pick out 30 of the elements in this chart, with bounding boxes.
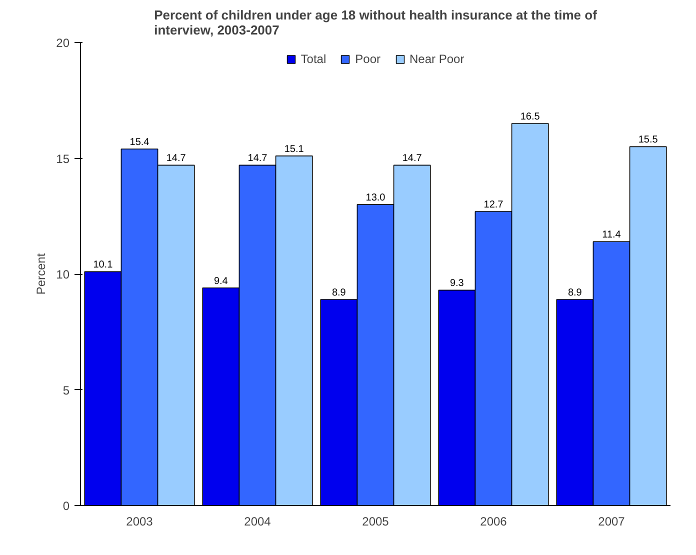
y-tick-label: 10: [56, 268, 70, 282]
y-tick-label: 0: [62, 499, 70, 513]
data-label: 8.9: [332, 287, 346, 298]
data-label: 11.4: [602, 230, 622, 241]
data-label: 14.7: [166, 153, 186, 164]
y-tick-label: 15: [56, 152, 70, 166]
legend-label: Poor: [355, 52, 381, 66]
data-label: 12.7: [484, 199, 504, 210]
data-label: 15.5: [638, 134, 658, 146]
y-tick-label: 20: [56, 36, 70, 50]
data-label: 15.1: [284, 144, 304, 155]
data-label: 14.7: [402, 153, 422, 164]
x-tick-label: 2006: [480, 514, 508, 528]
y-tick-label: 5: [62, 383, 70, 398]
x-tick-label: 2007: [598, 514, 626, 528]
data-label: 8.9: [568, 287, 582, 298]
data-label: 14.7: [248, 153, 268, 164]
data-label: 15.4: [130, 136, 150, 148]
legend-label: Near Poor: [410, 52, 464, 66]
x-tick-label: 2005: [362, 514, 390, 528]
data-label: 9.4: [214, 276, 228, 287]
data-label: 16.5: [520, 112, 540, 123]
chart-title: Percent of children under age 18 without health insurance at the time of interview, 2003-2007: [154, 8, 598, 38]
legend-label: Total: [300, 52, 326, 66]
data-label: 9.3: [450, 278, 464, 290]
x-tick-label: 2004: [244, 514, 272, 528]
data-label: 13.0: [366, 192, 386, 204]
data-label: 10.1: [93, 260, 114, 271]
x-tick-label: 2003: [126, 514, 154, 528]
y-axis-title: Percent: [34, 252, 48, 295]
